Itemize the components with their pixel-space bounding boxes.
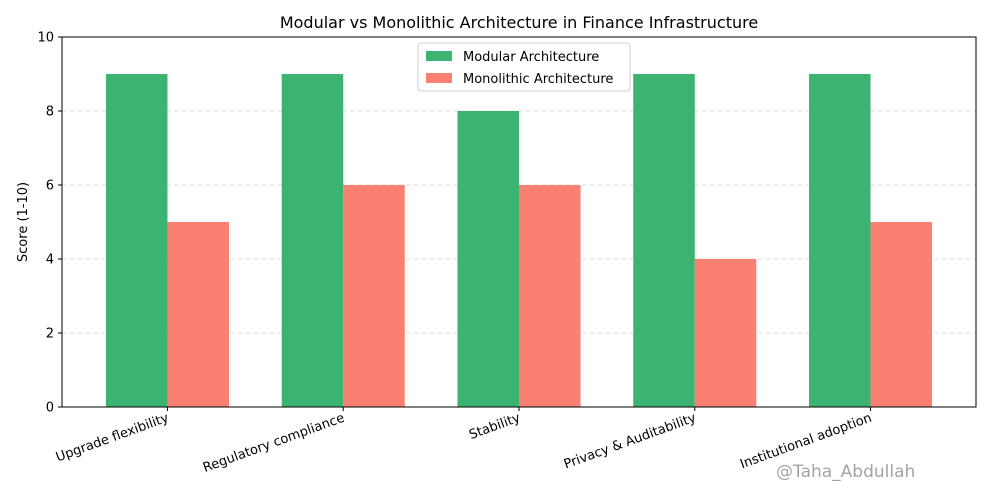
- legend-swatch: [426, 51, 452, 61]
- bar: [167, 222, 229, 407]
- watermark-text: @Taha_Abdullah: [776, 462, 916, 482]
- bar: [694, 259, 757, 407]
- legend-swatch: [426, 73, 452, 83]
- x-ticks: Upgrade flexibility Regulatory compliance…: [54, 407, 874, 476]
- y-tick-label: 6: [46, 179, 54, 194]
- y-tick-label: 0: [46, 401, 54, 416]
- x-tick-label: Upgrade flexibility: [54, 411, 171, 466]
- bar: [870, 222, 933, 407]
- chart-title: Modular vs Monolithic Architecture in Fi…: [280, 13, 758, 32]
- bar: [281, 74, 344, 407]
- y-ticks: 0 2 4 6 8 10: [37, 31, 62, 416]
- legend-label: Monolithic Architecture: [463, 72, 613, 87]
- y-tick-label: 2: [46, 327, 54, 342]
- bar: [343, 185, 405, 407]
- y-tick-label: 10: [37, 31, 54, 46]
- y-tick-label: 8: [46, 105, 54, 120]
- x-tick-label: Regulatory compliance: [201, 411, 346, 476]
- bar: [809, 74, 871, 407]
- x-tick-label: Stability: [467, 411, 522, 443]
- legend-label: Modular Architecture: [463, 50, 599, 65]
- bar: [105, 74, 168, 407]
- bar: [633, 74, 695, 407]
- bar: [519, 185, 581, 407]
- bar: [457, 111, 519, 407]
- legend: Modular Architecture Monolithic Architect…: [417, 42, 631, 92]
- y-axis-label: Score (1-10): [16, 182, 31, 262]
- x-tick-label: Privacy & Auditability: [562, 411, 698, 473]
- legend-frame: [417, 42, 631, 92]
- y-tick-label: 4: [46, 253, 54, 268]
- bars: [105, 74, 933, 407]
